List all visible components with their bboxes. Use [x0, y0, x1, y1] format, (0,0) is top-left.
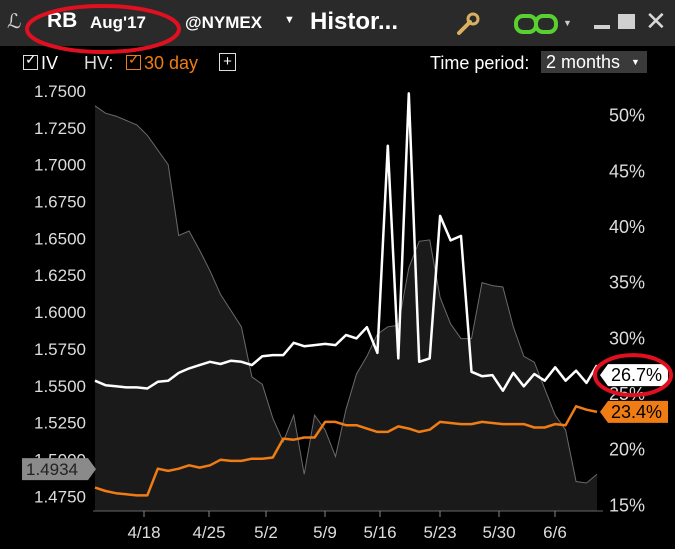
- hv-label: HV:: [84, 53, 114, 73]
- right-tick-label: 30%: [609, 328, 645, 348]
- left-tick-label: 1.4750: [34, 487, 86, 506]
- iv-marker-box: [600, 364, 668, 387]
- hv-checkbox[interactable]: ✓: [126, 51, 141, 70]
- price-area: [95, 105, 597, 512]
- price-line: [94, 105, 598, 484]
- x-tick-label: 5/23: [423, 523, 456, 542]
- left-tick-label: 1.7000: [34, 156, 86, 175]
- right-tick-label: 35%: [609, 273, 645, 293]
- hv-marker-box: [600, 400, 668, 423]
- chevron-down-icon: ▼: [631, 57, 640, 67]
- right-axis: 50%45%40%35%30%25%20%15%: [609, 106, 645, 516]
- left-tick-label: 1.5500: [34, 377, 86, 396]
- right-tick-label: 20%: [609, 440, 645, 460]
- iv-toggle[interactable]: ✓ IV: [23, 51, 59, 74]
- wrench-icon[interactable]: [455, 11, 481, 37]
- price-marker-box: [22, 458, 96, 481]
- close-icon[interactable]: ✕: [645, 6, 667, 36]
- chart-toolbar: ✓ IV HV: ✓ 30 day + Time period: 2 months …: [0, 46, 675, 80]
- x-tick-label: 5/30: [482, 523, 515, 542]
- left-tick-label: 1.6000: [34, 303, 86, 322]
- x-tick-label: 5/9: [313, 523, 337, 542]
- right-tick-label: 50%: [609, 106, 645, 126]
- left-tick-label: 1.7250: [34, 119, 86, 138]
- time-period-dropdown[interactable]: 2 months ▼: [541, 51, 647, 73]
- left-tick-label: 1.5250: [34, 414, 86, 433]
- hv-period-label: 30 day: [144, 53, 199, 73]
- right-tick-label: 40%: [609, 217, 645, 237]
- contract-label[interactable]: Aug'17: [90, 13, 146, 32]
- title-bar: ℒ RB Aug'17 @NYMEX ▼ Histor... ▼ ✕: [0, 0, 675, 46]
- right-tick-label: 15%: [609, 495, 645, 515]
- volatility-chart: 4/18 4/25 5/2 5/9 5/16 5/23 5/30 6/6 1.7500 1.72…: [22, 80, 673, 542]
- time-period-label: Time period:: [430, 53, 530, 73]
- hv-line: [94, 405, 598, 497]
- price-series-layer: [94, 105, 598, 512]
- x-tick-label: 4/25: [192, 523, 225, 542]
- left-axis: 1.7500 1.7250 1.7000 1.6750 1.6500 1.6250 1.60…: [34, 82, 86, 506]
- window-title: Histor...: [310, 8, 399, 35]
- chain-link-icon[interactable]: [514, 13, 558, 35]
- link-icon[interactable]: ℒ: [7, 11, 22, 33]
- left-tick-label: 1.6750: [34, 193, 86, 212]
- price-marker-label: 1.4934: [26, 460, 78, 479]
- symbol-label[interactable]: RB: [47, 9, 78, 32]
- hv-toggle[interactable]: ✓ 30 day: [126, 51, 199, 74]
- iv-checkbox[interactable]: ✓: [23, 51, 38, 70]
- iv-marker-label: 26.7%: [611, 365, 662, 385]
- left-tick-label: 1.6500: [34, 229, 86, 248]
- maximize-icon[interactable]: [618, 14, 635, 29]
- left-tick-label: 1.6250: [34, 266, 86, 285]
- time-period-value: 2 months: [546, 52, 621, 72]
- iv-series-layer: [94, 92, 599, 392]
- iv-label: IV: [41, 53, 59, 73]
- x-tick-label: 4/18: [127, 523, 160, 542]
- x-tick-label: 5/16: [363, 523, 396, 542]
- current-value-markers: 1.4934 26.7% 23.4%: [22, 364, 668, 481]
- hv-series-layer: [94, 405, 598, 497]
- iv-line: [94, 92, 599, 392]
- hv-marker-label: 23.4%: [611, 402, 662, 422]
- iv-highlight-ellipse: [593, 353, 673, 398]
- x-tick-label: 5/2: [254, 523, 278, 542]
- minimize-icon[interactable]: [594, 25, 610, 29]
- left-tick-label: 1.7500: [34, 82, 86, 101]
- chain-dropdown-icon[interactable]: ▼: [563, 18, 572, 28]
- add-study-button[interactable]: +: [219, 53, 236, 71]
- x-tick-label: 6/6: [543, 523, 567, 542]
- left-tick-label: 1.5750: [34, 340, 86, 359]
- x-axis: 4/18 4/25 5/2 5/9 5/16 5/23 5/30 6/6: [127, 511, 567, 542]
- exchange-label[interactable]: @NYMEX: [185, 13, 263, 32]
- right-tick-label: 45%: [609, 161, 645, 181]
- exchange-dropdown-icon[interactable]: ▼: [284, 14, 295, 26]
- annotations: [593, 353, 673, 398]
